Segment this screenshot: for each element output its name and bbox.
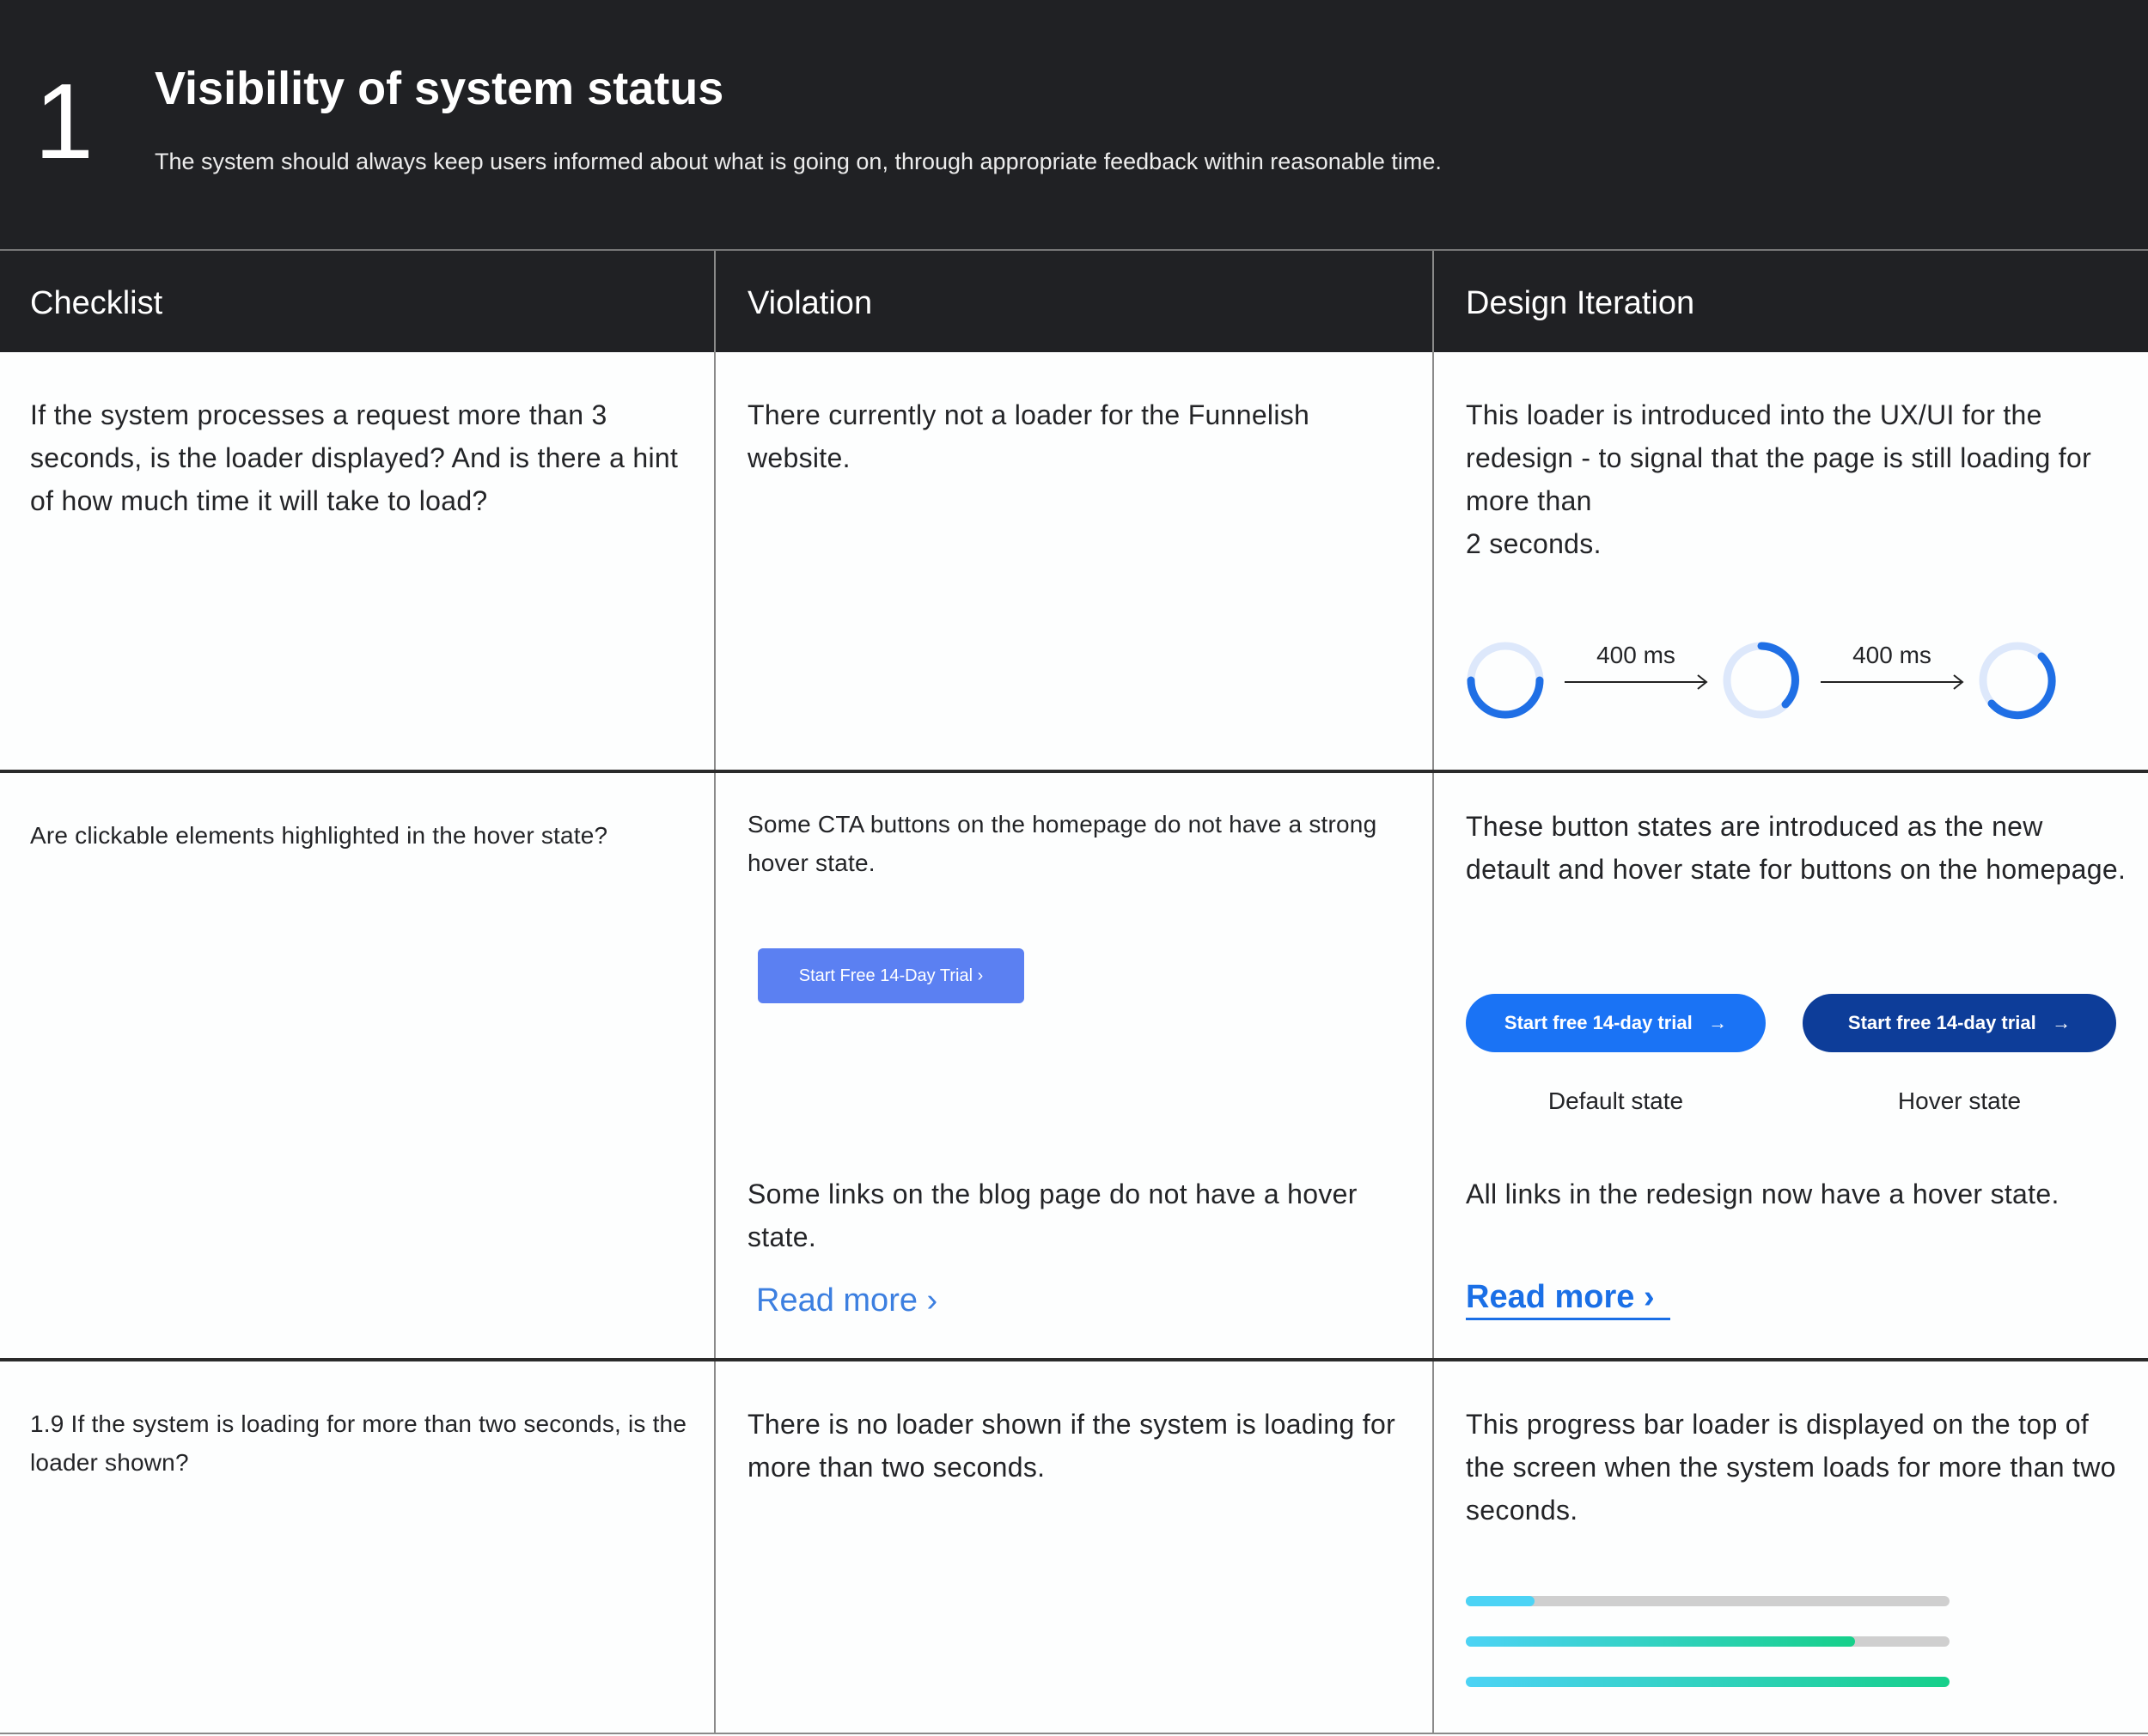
cta-button-hover[interactable]: Start free 14-day trial →: [1803, 994, 2116, 1052]
loader-arrow: [1565, 674, 1964, 690]
iteration-text: This progress bar loader is displayed on…: [1466, 1409, 2116, 1526]
divider: [0, 249, 2148, 251]
link-label: Read more: [756, 1282, 918, 1319]
button-caption: Default state: [1547, 1087, 1684, 1114]
row-divider: [0, 1358, 2148, 1361]
progress-bar: [1466, 1596, 1950, 1687]
column-header: Checklist: [30, 285, 163, 321]
iteration-text: All links in the redesign now have a hov…: [1466, 1179, 2060, 1209]
column-divider: [1432, 251, 1434, 1734]
loader-interval: 400 ms: [1596, 642, 1675, 668]
button-label: Start free 14-day trial: [1847, 1012, 2036, 1033]
button-label: Start free 14-day trial: [1504, 1012, 1693, 1033]
row-divider: [0, 1733, 2148, 1734]
loader-spinner: [1467, 642, 2056, 720]
violation-text: Some links on the blog page do not have …: [748, 1179, 1358, 1252]
column-header: Violation: [748, 285, 873, 321]
iteration-text: These button states are introduced as th…: [1466, 811, 2127, 885]
violation-text: Some CTA buttons on the homepage do not …: [748, 811, 1377, 876]
violation-text: There is no loader shown if the system i…: [748, 1409, 1396, 1483]
checklist-item: 1.9 If the system is loading for more th…: [30, 1410, 687, 1476]
heuristic-number: 1: [34, 63, 94, 181]
checklist-item: Are clickable elements highlighted in th…: [30, 822, 608, 849]
read-more-link[interactable]: Read more ›: [1466, 1276, 1670, 1320]
cta-button-default[interactable]: Start free 14-day trial →: [1466, 994, 1766, 1052]
column-header: Design Iteration: [1466, 285, 1695, 321]
checklist-item: If the system processes a request more t…: [30, 399, 679, 516]
header-panel: [0, 0, 2148, 251]
cta-button[interactable]: Start Free 14-Day Trial ›: [758, 948, 1024, 1003]
button-label: Start Free 14-Day Trial: [798, 965, 973, 985]
iteration-text: This loader is introduced into the UX/UI…: [1466, 399, 2092, 559]
row-divider: [0, 770, 2148, 773]
column-header-row: [0, 251, 2148, 352]
loader-interval: 400 ms: [1852, 642, 1931, 668]
violation-text: There currently not a loader for the Fun…: [748, 399, 1310, 473]
link-label: Read more: [1466, 1279, 1635, 1315]
button-caption: Hover state: [1897, 1087, 2022, 1114]
heuristic-title: Visibility of system status: [155, 63, 724, 114]
column-divider: [714, 251, 716, 1734]
read-more-link[interactable]: Read more ›: [756, 1282, 938, 1319]
heuristic-description: The system should always keep users info…: [155, 149, 1442, 174]
